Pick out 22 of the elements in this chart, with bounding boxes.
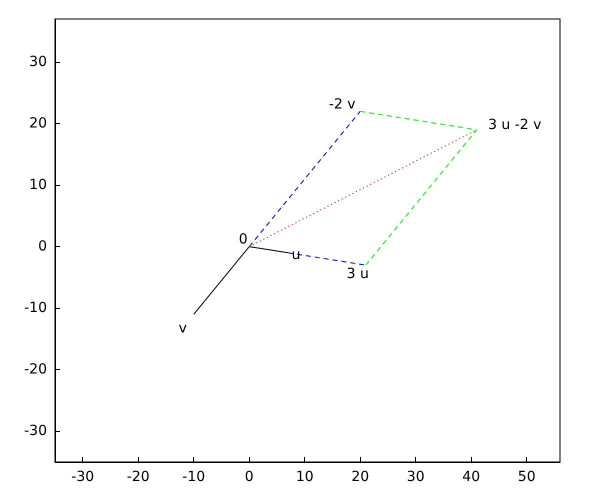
- x-tick-label: 10: [296, 469, 314, 485]
- y-tick-label: 10: [29, 177, 47, 194]
- y-tick-label: 0: [38, 238, 47, 255]
- y-tick-label: -20: [24, 362, 47, 378]
- x-tick-label: 40: [462, 469, 480, 485]
- y-tick-label: 30: [29, 54, 47, 70]
- x-tick-label: 50: [518, 469, 536, 485]
- y-tick-label: 20: [29, 116, 47, 132]
- annotation: 0: [238, 232, 248, 248]
- annotation: -2 v: [328, 96, 356, 112]
- x-tick-label: 0: [244, 469, 254, 485]
- annotation: 3 u -2 v: [488, 116, 542, 133]
- annotation: v: [178, 320, 187, 336]
- x-tick-label: -10: [182, 469, 206, 485]
- x-tick-label: 30: [406, 469, 425, 485]
- annotation: 3 u: [346, 266, 369, 282]
- annotation: u: [292, 246, 301, 263]
- x-tick-label: -30: [71, 469, 94, 485]
- y-tick-label: -10: [24, 300, 47, 316]
- x-tick-label: 20: [351, 469, 370, 485]
- x-tick-label: -20: [126, 469, 150, 485]
- y-tick-label: -30: [24, 423, 47, 440]
